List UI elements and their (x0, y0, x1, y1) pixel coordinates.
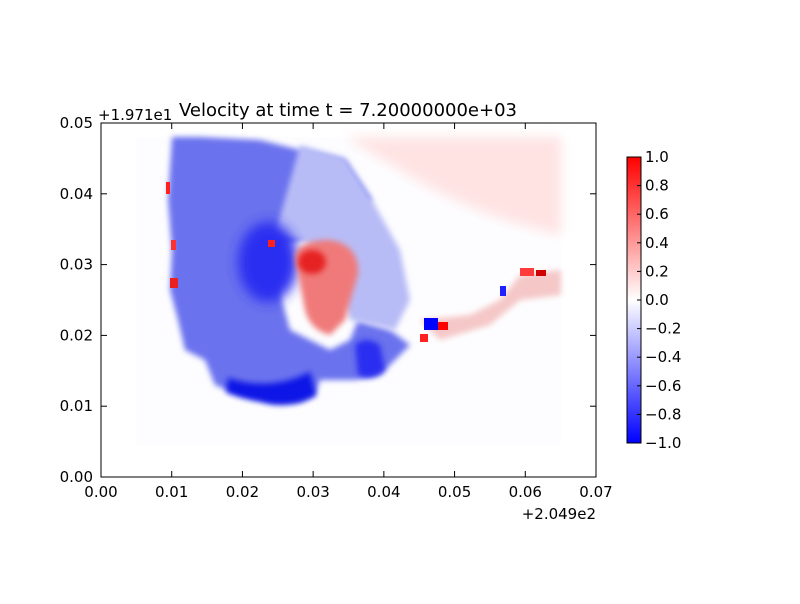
colorbar-tick-label: 0.6 (645, 205, 669, 223)
edge-streak (171, 240, 176, 250)
colorbar-tick-label: −0.6 (645, 377, 681, 395)
y-tick-label: 0.00 (60, 468, 93, 486)
mixed-edge (420, 270, 561, 340)
y-axis: 0.00 0.01 0.02 0.03 0.04 0.05 (60, 114, 596, 486)
negative-spot (424, 318, 438, 330)
colorbar-tick-label: −0.2 (645, 320, 681, 338)
colorbar-tick-label: 0.0 (645, 291, 669, 309)
colorbar-tick-label: 0.2 (645, 262, 669, 280)
plot-area (100, 122, 597, 478)
x-tick-label: 0.06 (509, 483, 542, 501)
negative-lobe (355, 340, 385, 378)
velocity-field (136, 137, 561, 445)
colorbar-tick-label: 0.4 (645, 234, 669, 252)
negative-spot (500, 286, 506, 296)
x-offset-label: +2.049e2 (522, 505, 596, 523)
y-tick-label: 0.02 (60, 326, 93, 344)
chart-title: Velocity at time t = 7.20000000e+03 (179, 100, 517, 121)
strong-negative-core (238, 222, 298, 302)
x-tick-label: 0.05 (438, 483, 471, 501)
x-tick-label: 0.01 (155, 483, 188, 501)
positive-spot (536, 270, 546, 276)
weak-negative-region (275, 145, 410, 330)
colorbar-tick-label: 0.8 (645, 177, 669, 195)
x-tick-label: 0.07 (579, 483, 612, 501)
y-tick-label: 0.01 (60, 397, 93, 415)
x-tick-label: 0.03 (296, 483, 329, 501)
y-tick-label: 0.03 (60, 256, 93, 274)
strong-positive-core (298, 250, 326, 274)
y-tick-label: 0.04 (60, 185, 93, 203)
edge-streak (268, 240, 275, 247)
colorbar-tick-label: −1.0 (645, 434, 681, 452)
weak-positive-region (345, 137, 561, 235)
axes-frame (100, 122, 597, 478)
y-tick-label: 0.05 (60, 114, 93, 132)
y-offset-label: +1.971e1 (98, 106, 172, 124)
colorbar-tick-label: −0.4 (645, 348, 681, 366)
edge-streak (166, 182, 170, 194)
x-axis: 0.00 0.01 0.02 0.03 0.04 0.05 0.06 0.07 (84, 123, 613, 501)
x-tick-label: 0.04 (367, 483, 400, 501)
colorbar: 1.0 0.8 0.6 0.4 0.2 0.0 −0.2 −0.4 −0.6 −0.8 −1.0 (626, 148, 681, 452)
positive-spot (438, 322, 448, 330)
strong-negative-band (226, 372, 316, 405)
x-tick-label: 0.00 (84, 483, 117, 501)
edge-streak (170, 278, 178, 288)
colorbar-tick-label: −0.8 (645, 405, 681, 423)
positive-spot (420, 334, 428, 342)
colorbar-ticks: 1.0 0.8 0.6 0.4 0.2 0.0 −0.2 −0.4 −0.6 −0.8 −1.0 (637, 148, 681, 452)
positive-spot (520, 268, 534, 276)
colorbar-tick-label: 1.0 (645, 148, 669, 166)
x-tick-label: 0.02 (226, 483, 259, 501)
